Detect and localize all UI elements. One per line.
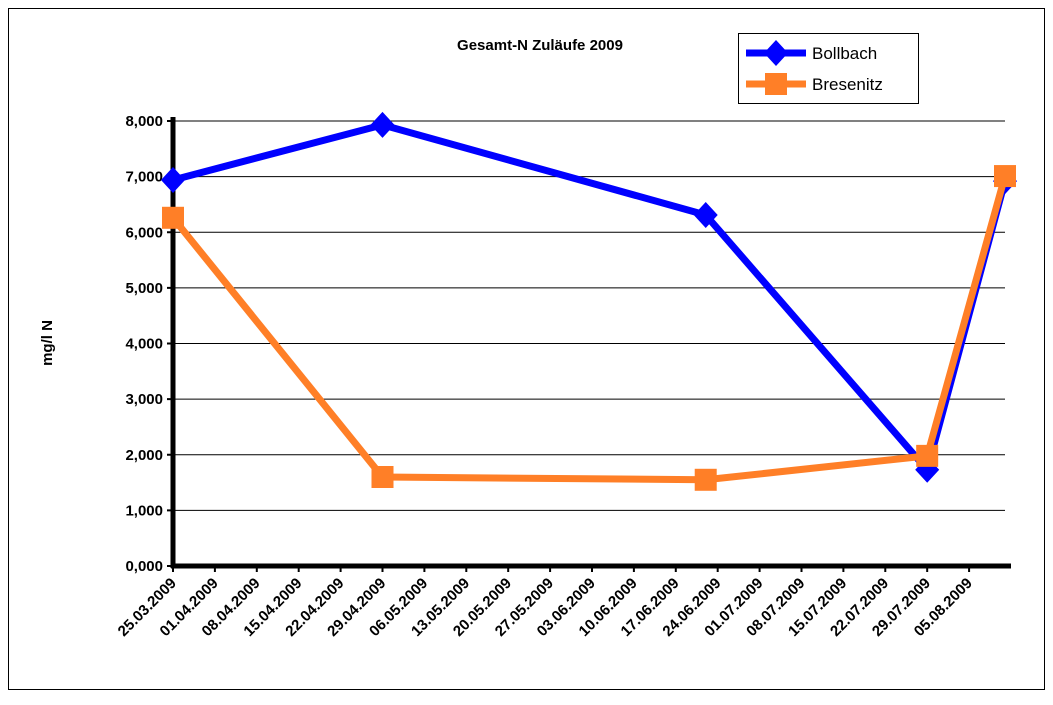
marker [162, 206, 184, 229]
marker [694, 468, 717, 491]
chart-border [8, 8, 1045, 690]
marker [916, 444, 939, 467]
y-tick-label: 8,000 [125, 113, 163, 130]
marker [764, 40, 788, 66]
marker [994, 165, 1016, 188]
marker [765, 73, 787, 95]
y-axis-label: mg/l N [39, 320, 56, 366]
y-tick-label: 5,000 [125, 280, 163, 297]
y-tick-label: 2,000 [125, 447, 163, 464]
marker [161, 166, 185, 193]
y-tick-label: 4,000 [125, 336, 163, 353]
y-tick-label: 1,000 [125, 502, 163, 519]
marker [371, 466, 394, 488]
legend-label: Bresenitz [812, 75, 883, 94]
y-tick-label: 0,000 [125, 558, 163, 575]
y-tick-label: 6,000 [125, 224, 163, 241]
y-tick-label: 3,000 [125, 391, 163, 408]
marker [370, 111, 395, 138]
chart-title: Gesamt-N Zuläufe 2009 [457, 37, 623, 54]
legend-label: Bollbach [812, 44, 877, 63]
y-tick-label: 7,000 [125, 169, 163, 186]
marker [693, 202, 718, 229]
